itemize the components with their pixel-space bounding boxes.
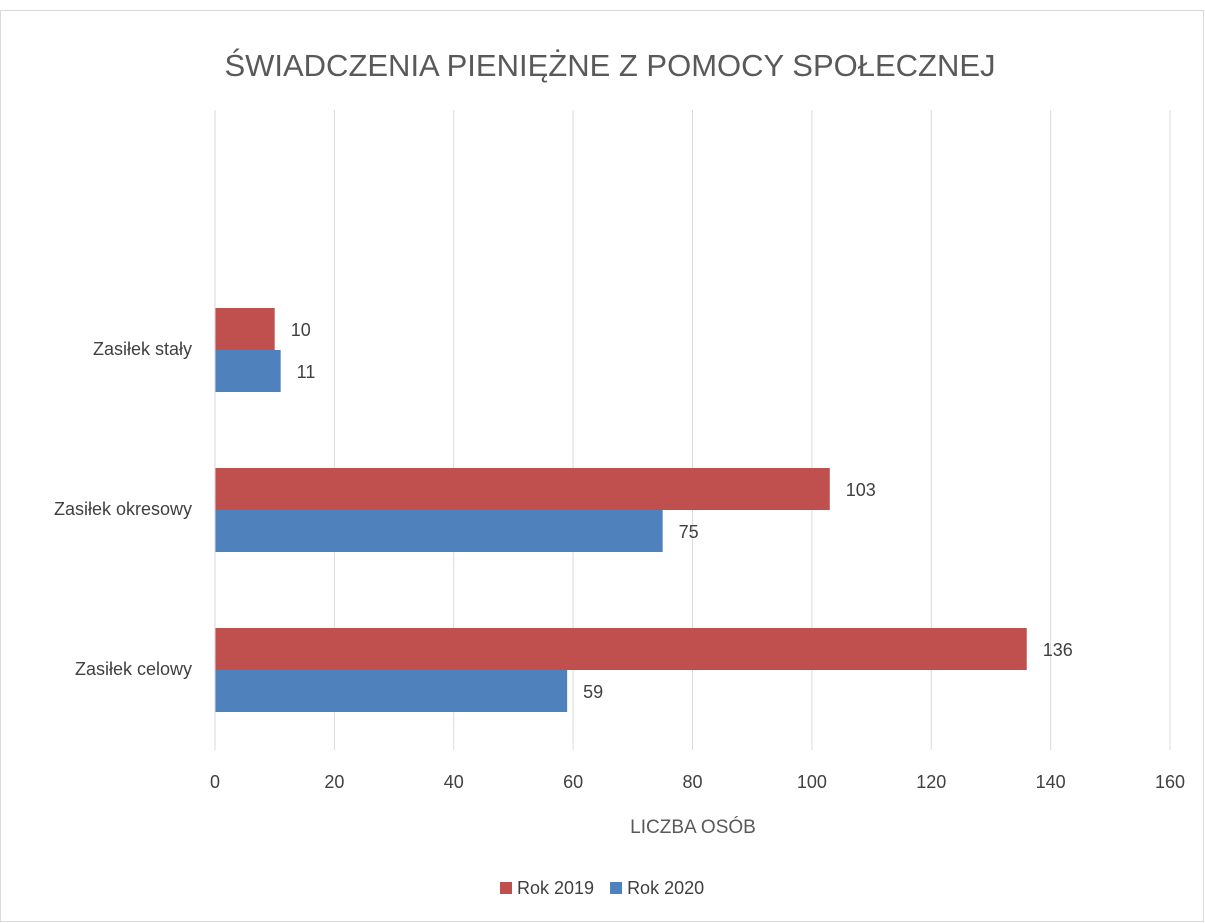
x-tick-label: 80 — [682, 772, 702, 792]
chart-frame — [0, 10, 1204, 922]
y-tick-label: Zasiłek stały — [93, 339, 192, 359]
data-label: 59 — [583, 682, 603, 702]
x-tick-label: 60 — [563, 772, 583, 792]
x-tick-label: 120 — [916, 772, 946, 792]
data-label: 136 — [1043, 640, 1073, 660]
bar — [215, 628, 1027, 670]
bar — [215, 350, 281, 392]
data-label: 11 — [297, 362, 316, 382]
legend-label: Rok 2019 — [517, 878, 594, 898]
bar — [215, 670, 568, 712]
x-tick-label: 100 — [797, 772, 827, 792]
x-tick-label: 160 — [1155, 772, 1185, 792]
bar — [215, 510, 663, 552]
data-label: 10 — [291, 320, 311, 340]
data-label: 75 — [679, 522, 699, 542]
x-tick-label: 0 — [210, 772, 220, 792]
legend-swatch — [610, 882, 623, 894]
bar — [215, 308, 275, 350]
x-tick-label: 140 — [1036, 772, 1066, 792]
x-tick-label: 40 — [444, 772, 464, 792]
bar — [215, 468, 830, 510]
legend-swatch — [500, 882, 512, 894]
x-tick-label: 20 — [324, 772, 344, 792]
x-axis-label: LICZBA OSÓB — [630, 816, 756, 838]
chart-title: ŚWIADCZENIA PIENIĘŻNE Z POMOCY SPOŁECZNE… — [224, 47, 995, 83]
data-label: 103 — [846, 480, 876, 500]
y-tick-label: Zasiłek celowy — [75, 659, 192, 679]
legend-label: Rok 2020 — [627, 878, 704, 898]
y-tick-label: Zasiłek okresowy — [54, 499, 192, 519]
